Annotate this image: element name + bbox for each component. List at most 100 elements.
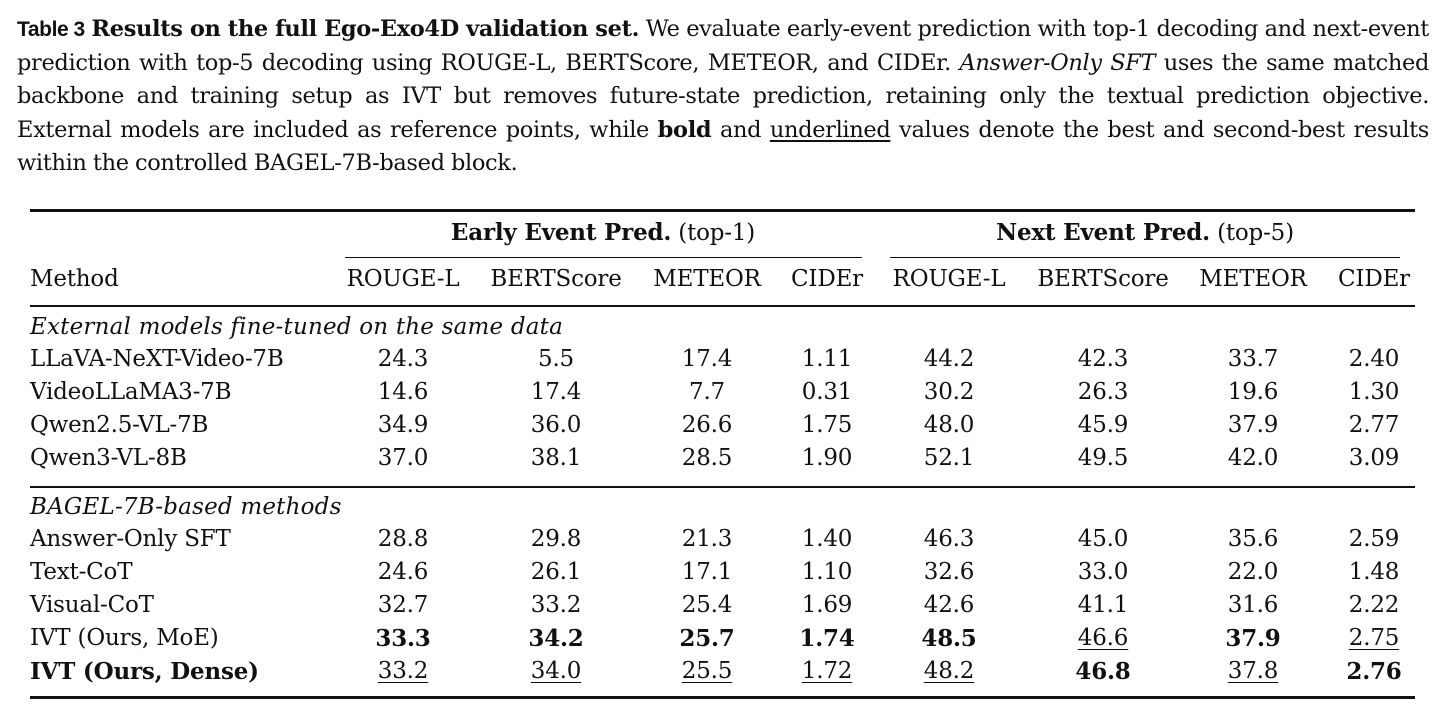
- method-name: IVT (Ours, MoE): [30, 625, 219, 651]
- method-name: Text-CoT: [30, 559, 133, 585]
- table-cell: 1.11: [801, 346, 853, 372]
- table-row: IVT (Ours, Dense) 33.2 34.0 25.5 1.72 48.2 46.…: [0, 658, 1444, 691]
- table-cell: 46.6: [1077, 625, 1129, 651]
- table-cell: 45.9: [1077, 412, 1129, 438]
- metric-header: CIDEr: [1338, 266, 1410, 292]
- table-cell: 2.22: [1348, 592, 1400, 618]
- table-cell: 52.1: [923, 445, 975, 471]
- caption-text-3: and: [719, 116, 762, 143]
- table-cell: 2.77: [1348, 412, 1400, 438]
- table-cell: 38.1: [530, 445, 582, 471]
- table-cell: 35.6: [1227, 526, 1279, 552]
- table-cell: 29.8: [530, 526, 582, 552]
- table-row: Qwen3-VL-8B 37.0 38.1 28.5 1.90 52.1 49.5 42.0 3…: [0, 445, 1444, 478]
- group-header-suffix: (top-1): [671, 220, 756, 246]
- table-cell: 41.1: [1077, 592, 1129, 618]
- method-name: Answer-Only SFT: [30, 526, 231, 552]
- table-cell: 37.0: [377, 445, 429, 471]
- table-cell: 42.3: [1077, 346, 1129, 372]
- table-row: Qwen2.5-VL-7B 34.9 36.0 26.6 1.75 48.0 45.9 37.…: [0, 412, 1444, 445]
- table-cell: 48.5: [921, 625, 977, 652]
- table-cell: 37.9: [1225, 625, 1281, 652]
- metric-header: METEOR: [653, 266, 761, 292]
- table-cell: 25.4: [681, 592, 733, 618]
- table-cell: 42.6: [923, 592, 975, 618]
- table-cell: 25.7: [679, 625, 735, 652]
- table-cell: 1.48: [1348, 559, 1400, 585]
- table-cell: 33.7: [1227, 346, 1279, 372]
- method-name: Qwen2.5-VL-7B: [30, 412, 209, 438]
- table-cell: 1.30: [1348, 379, 1400, 405]
- table-cell: 1.69: [801, 592, 853, 618]
- table-row: Answer-Only SFT 28.8 29.8 21.3 1.40 46.3 45.0 3…: [0, 526, 1444, 559]
- table-cell: 33.2: [377, 658, 429, 684]
- caption-text-1: We evaluate early-event prediction with …: [17, 16, 1429, 76]
- table-cell: 48.0: [923, 412, 975, 438]
- table-cell: 3.09: [1348, 445, 1400, 471]
- table-cell: 1.90: [801, 445, 853, 471]
- table-cell: 1.75: [801, 412, 853, 438]
- table-cell: 14.6: [377, 379, 429, 405]
- table-cell: 32.6: [923, 559, 975, 585]
- table-cell: 46.3: [923, 526, 975, 552]
- table-cell: 45.0: [1077, 526, 1129, 552]
- table-cell: 2.59: [1348, 526, 1400, 552]
- table-cell: 34.0: [530, 658, 582, 684]
- caption-label: Table 3: [17, 18, 85, 41]
- group-rule-next: [890, 257, 1400, 259]
- group-header: Early Event Pred. (top-1): [451, 219, 755, 246]
- table-cell: 1.74: [799, 625, 855, 652]
- table-cell: 22.0: [1227, 559, 1279, 585]
- caption-bold-word: bold: [657, 116, 712, 143]
- group-header-name: Next Event Pred.: [996, 219, 1210, 246]
- table-cell: 2.40: [1348, 346, 1400, 372]
- table-cell: 46.8: [1075, 658, 1131, 685]
- table-cell: 26.6: [681, 412, 733, 438]
- metric-header: METEOR: [1199, 266, 1307, 292]
- table-cell: 37.9: [1227, 412, 1279, 438]
- table-cell: 25.5: [681, 658, 733, 684]
- table-cell: 48.2: [923, 658, 975, 684]
- group-header-suffix: (top-5): [1209, 220, 1294, 246]
- method-header: Method: [30, 266, 119, 292]
- metric-header: CIDEr: [791, 266, 863, 292]
- table-cell: 24.6: [377, 559, 429, 585]
- section-title: External models fine-tuned on the same d…: [30, 314, 564, 340]
- table-cell: 24.3: [377, 346, 429, 372]
- table-cell: 32.7: [377, 592, 429, 618]
- table-cell: 21.3: [681, 526, 733, 552]
- metric-header: ROUGE-L: [892, 266, 1006, 292]
- table-row: Visual-CoT 32.7 33.2 25.4 1.69 42.6 41.1 31.6 2.…: [0, 592, 1444, 625]
- method-name: VideoLLaMA3-7B: [30, 379, 232, 405]
- table-cell: 17.1: [681, 559, 733, 585]
- table-cell: 31.6: [1227, 592, 1279, 618]
- table-cell: 26.3: [1077, 379, 1129, 405]
- table-caption: Table 3 Results on the full Ego-Exo4D va…: [17, 13, 1429, 181]
- caption-text-2: uses the same matched backbone and train…: [17, 49, 1430, 143]
- table-cell: 1.10: [801, 559, 853, 585]
- table-cell: 28.5: [681, 445, 733, 471]
- method-name: LLaVA-NeXT-Video-7B: [30, 346, 284, 372]
- table-row: Text-CoT 24.6 26.1 17.1 1.10 32.6 33.0 22.0 1.48: [0, 559, 1444, 592]
- top-rule: [30, 209, 1415, 212]
- table-cell: 28.8: [377, 526, 429, 552]
- table-row: LLaVA-NeXT-Video-7B 24.3 5.5 17.4 1.11 44.2 42…: [0, 346, 1444, 379]
- table-cell: 5.5: [538, 346, 574, 372]
- group-rule-early: [345, 257, 862, 259]
- caption-title: Results on the full Ego-Exo4D validation…: [91, 16, 640, 42]
- table-cell: 17.4: [681, 346, 733, 372]
- table-cell: 1.72: [801, 658, 853, 684]
- section-title: BAGEL-7B-based methods: [30, 494, 342, 520]
- table-cell: 42.0: [1227, 445, 1279, 471]
- bottom-rule: [30, 696, 1415, 699]
- table-row: VideoLLaMA3-7B 14.6 17.4 7.7 0.31 30.2 26.3 19.…: [0, 379, 1444, 412]
- metric-header: ROUGE-L: [346, 266, 460, 292]
- table-cell: 33.3: [375, 625, 431, 652]
- caption-emphasis: Answer-Only SFT: [959, 49, 1156, 76]
- table-cell: 44.2: [923, 346, 975, 372]
- table-cell: 34.9: [377, 412, 429, 438]
- caption-text-4: values denote the best and second-best r…: [17, 116, 1429, 177]
- table-cell: 33.0: [1077, 559, 1129, 585]
- metric-header: BERTScore: [490, 266, 622, 292]
- method-name: IVT (Ours, Dense): [30, 658, 259, 685]
